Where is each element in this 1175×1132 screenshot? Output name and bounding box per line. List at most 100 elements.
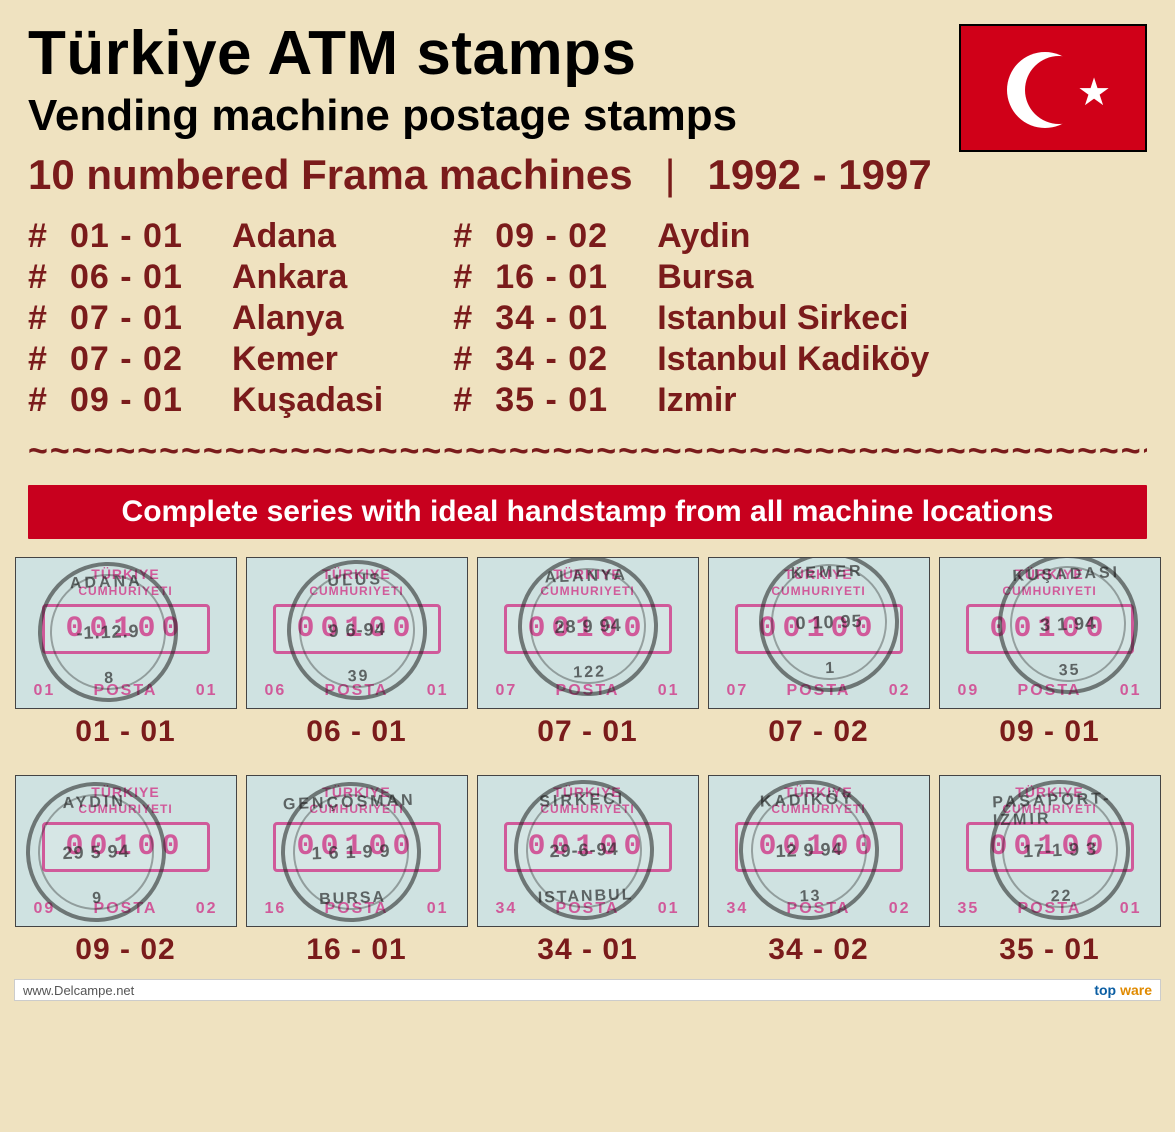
machine-row: #09 - 02Aydin [453,217,929,256]
machine-row: #07 - 01Alanya [28,299,383,338]
stamp-label: 16 - 01 [306,933,406,967]
stamp-code-left: 07 [496,682,518,700]
machine-hash: # [453,381,483,420]
stamp-code-right: 01 [658,900,680,918]
cancel-city: KADIKÖY [759,790,854,811]
stamp-label: 07 - 01 [537,715,637,749]
cancel-num: 1 [824,660,836,678]
stamp-cell: TÜRKIYECUMHURIYETI0010034POSTA02KADIKÖY1… [707,775,930,967]
machine-city: Aydin [657,217,750,256]
stamp-label: 07 - 02 [768,715,868,749]
stamp-code-left: 16 [265,900,287,918]
stamp-row: TÜRKIYECUMHURIYETI0010009POSTA02AYDIN29 … [14,775,1161,967]
cancel-city: KEMER [790,563,863,584]
stamp-code-left: 34 [727,900,749,918]
divider-tilde: ~~~~~~~~~~~~~~~~~~~~~~~~~~~~~~~~~~~~~~~~… [28,432,1147,471]
cancel-city: KUŞADASI [1012,564,1120,586]
stamp: TÜRKIYECUMHURIYETI0010007POSTA02KEMER0 1… [708,557,930,709]
banner-text: Complete series with ideal handstamp fro… [28,485,1147,539]
stamps-grid: TÜRKIYECUMHURIYETI0010001POSTA01ADANA-1.… [14,557,1161,967]
stamp-label: 34 - 01 [537,933,637,967]
cancel-num: 9 [91,890,103,908]
stamp-code-left: 06 [265,682,287,700]
cancel-date: 29-6-94 [549,838,619,861]
star-icon: ★ [1077,74,1111,112]
machine-row: #16 - 01Bursa [453,258,929,297]
stamp-code-right: 02 [889,682,911,700]
stamp-code-right: 01 [1120,682,1142,700]
stamp: TÜRKIYECUMHURIYETI0010034POSTA01SIRKECI2… [477,775,699,927]
page-title-3: 10 numbered Frama machines [28,151,633,199]
cancel-num: 22 [1050,888,1072,907]
cancel-num: 122 [572,663,605,682]
machine-hash: # [453,340,483,379]
stamp-cell: TÜRKIYECUMHURIYETI0010006POSTA01ULUS9 6-… [245,557,468,749]
stamp-code-right: 02 [889,900,911,918]
machine-city: Adana [232,217,336,256]
machine-col-right: #09 - 02Aydin#16 - 01Bursa#34 - 01Istanb… [453,217,929,420]
stamp-code-left: 35 [958,900,980,918]
stamp: TÜRKIYECUMHURIYETI0010007POSTA01ALANYA28… [477,557,699,709]
cancel-city: AYDIN [62,793,126,813]
cancel-city: ALANYA [544,567,628,588]
machine-row: #09 - 01Kuşadasi [28,381,383,420]
stamp: TÜRKIYECUMHURIYETI0010034POSTA02KADIKÖY1… [708,775,930,927]
cancel-num: 13 [799,888,821,907]
cancel-date: 17-1 9 3 [1022,838,1097,862]
stamp: TÜRKIYECUMHURIYETI0010009POSTA01KUŞADASI… [939,557,1161,709]
machine-city: Izmir [657,381,736,420]
stamp-code-right: 01 [658,682,680,700]
turkey-flag: ★ [959,24,1147,152]
machine-hash: # [28,299,58,338]
footer-bar: www.Delcampe.net topware [14,979,1161,1001]
machine-code: 09 - 02 [495,217,645,256]
machine-hash: # [28,217,58,256]
machine-code: 16 - 01 [495,258,645,297]
machine-code: 07 - 02 [70,340,220,379]
brand-top: top [1094,982,1116,998]
stamp-cell: TÜRKIYECUMHURIYETI0010009POSTA01KUŞADASI… [938,557,1161,749]
flag-inner: ★ [961,26,1145,150]
cancel-city: GENÇOSMAN [282,792,415,815]
title-3-sep: | [665,151,676,199]
stamp: TÜRKIYECUMHURIYETI0010009POSTA02AYDIN29 … [15,775,237,927]
brand-ware: ware [1120,982,1152,998]
stamp-cell: TÜRKIYECUMHURIYETI0010007POSTA02KEMER0 1… [707,557,930,749]
cancel-handstamp: KEMER0 10 951 [756,557,901,694]
machine-row: #06 - 01Ankara [28,258,383,297]
cancel-date: 29 5 94 [62,840,130,863]
stamp-label: 06 - 01 [306,715,406,749]
cancel-city: SIRKECI [539,791,625,812]
machine-list: #01 - 01 Adana#06 - 01Ankara#07 - 01Alany… [0,217,1175,420]
machine-code: 06 - 01 [70,258,220,297]
machine-code: 34 - 02 [495,340,645,379]
cancel-city: PASAPORT-IZMIR [992,790,1125,831]
machine-row: #35 - 01 Izmir [453,381,929,420]
cancel-city: ULUS [327,571,383,591]
machine-code: 35 - 01 [495,381,645,420]
machine-code: 01 - 01 [70,217,220,256]
machine-hash: # [28,381,58,420]
machine-city: Istanbul Kadiköy [657,340,929,379]
cancel-date: 12 9 94 [775,838,843,861]
machine-city: Kuşadasi [232,381,383,420]
machine-row: #34 - 02 Istanbul Kadiköy [453,340,929,379]
cancel-handstamp: KUŞADASI 3 1 94 35 [995,557,1140,696]
cancel-handstamp: ALANYA28 9 94122 [515,557,660,698]
stamp: TÜRKIYECUMHURIYETI0010016POSTA01GENÇOSMA… [246,775,468,927]
machine-city: Alanya [232,299,344,338]
cancel-date: 3 1 94 [1039,613,1096,636]
stamp-code-right: 02 [196,900,218,918]
stamp-cell: TÜRKIYECUMHURIYETI0010016POSTA01GENÇOSMA… [245,775,468,967]
cancel-num: 35 [1058,662,1080,681]
page-title-3-row: 10 numbered Frama machines | 1992 - 1997 [28,151,1147,199]
cancel-num: ISTANBUL [537,886,633,907]
stamp-code-right: 01 [427,682,449,700]
stamp-code-right: 01 [1120,900,1142,918]
stamp-cell: TÜRKIYECUMHURIYETI0010001POSTA01ADANA-1.… [14,557,237,749]
stamp-code-right: 01 [196,682,218,700]
stamp: TÜRKIYECUMHURIYETI0010001POSTA01ADANA-1.… [15,557,237,709]
stamp-cell: TÜRKIYECUMHURIYETI0010035POSTA01PASAPORT… [938,775,1161,967]
machine-hash: # [453,258,483,297]
cancel-date: -1.12.9 [76,620,140,643]
